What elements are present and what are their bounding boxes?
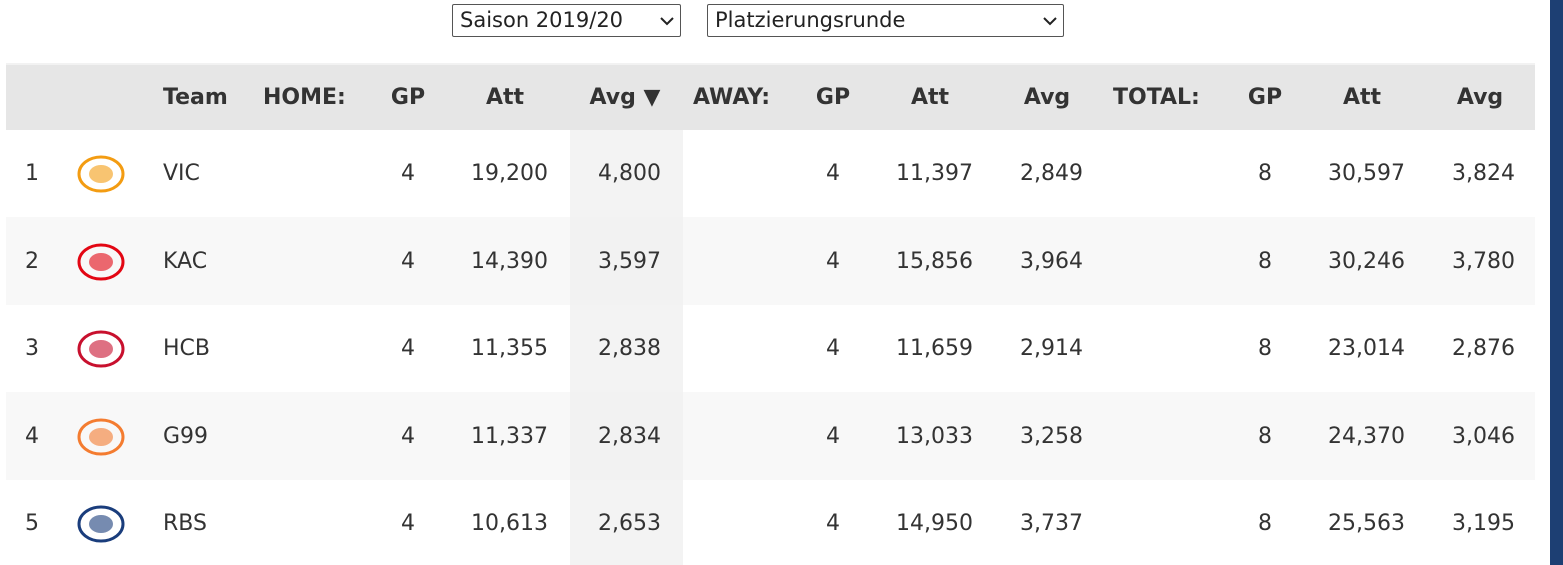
sorted-column xyxy=(570,130,683,565)
table-cell: 4 xyxy=(401,248,415,274)
team-logo xyxy=(77,243,125,280)
team-name: KAC xyxy=(163,248,208,274)
column-header: Att xyxy=(1342,85,1382,110)
table-cell: 14,390 xyxy=(471,248,548,274)
table-cell: 3,046 xyxy=(1452,423,1515,449)
table-cell: 4 xyxy=(826,423,840,449)
table-cell: 4 xyxy=(401,336,415,361)
row-stripe xyxy=(6,392,1535,480)
team-logo xyxy=(77,418,125,455)
table-cell: 2,838 xyxy=(598,336,661,361)
column-header: HOME: xyxy=(263,85,346,110)
column-header: Avg xyxy=(1456,85,1504,110)
table-cell: 23,014 xyxy=(1328,336,1405,361)
rank: 4 xyxy=(25,423,39,449)
team-name: HCB xyxy=(163,336,210,361)
table-cell: 8 xyxy=(1258,248,1272,274)
round-select[interactable]: Platzierungsrunde xyxy=(707,4,1064,37)
column-header: Avg xyxy=(1023,85,1071,110)
column-header: Att xyxy=(910,85,950,110)
table-cell: 3,195 xyxy=(1452,511,1515,536)
table-cell: 4 xyxy=(401,423,415,449)
table-cell: 4 xyxy=(401,161,415,186)
table-cell: 3,824 xyxy=(1452,161,1515,186)
table-cell: 4 xyxy=(826,248,840,274)
table-cell: 3,597 xyxy=(598,248,661,274)
table-cell: 3,737 xyxy=(1020,511,1083,536)
table-cell: 4 xyxy=(826,161,840,186)
column-header: Team xyxy=(163,85,228,110)
table-top-border xyxy=(6,63,1535,65)
team-logo xyxy=(77,505,125,543)
rank: 5 xyxy=(25,511,39,536)
column-header: GP xyxy=(815,85,851,110)
team-name: G99 xyxy=(163,423,209,449)
table-cell: 13,033 xyxy=(896,423,973,449)
table-cell: 11,355 xyxy=(471,336,548,361)
table-cell: 30,597 xyxy=(1328,161,1405,186)
table-cell: 24,370 xyxy=(1328,423,1405,449)
team-name: RBS xyxy=(163,511,207,536)
table-cell: 2,834 xyxy=(598,423,661,449)
rank: 3 xyxy=(25,336,39,361)
table-cell: 3,258 xyxy=(1020,423,1083,449)
table-header xyxy=(6,65,1535,130)
column-header: AWAY: xyxy=(693,85,771,110)
scrollbar-edge xyxy=(1550,0,1563,565)
table-cell: 14,950 xyxy=(896,511,973,536)
table-cell: 8 xyxy=(1258,423,1272,449)
team-logo xyxy=(77,330,125,368)
team-logo xyxy=(77,155,125,193)
season-select-text: Saison 2019/20 xyxy=(460,8,624,32)
table-cell: 11,397 xyxy=(896,161,973,186)
table-cell: 15,856 xyxy=(896,248,973,274)
table-cell: 2,914 xyxy=(1020,336,1083,361)
chevron xyxy=(1043,17,1057,26)
team-name: VIC xyxy=(163,161,200,186)
rank: 2 xyxy=(25,248,39,274)
table-cell: 4,800 xyxy=(598,161,661,186)
column-header: GP xyxy=(390,85,426,110)
table-cell: 4 xyxy=(401,511,415,536)
table-cell: 10,613 xyxy=(471,511,548,536)
column-header: Avg ▼ xyxy=(589,85,661,110)
table-cell: 4 xyxy=(826,336,840,361)
table-cell: 11,659 xyxy=(896,336,973,361)
column-header: Att xyxy=(485,85,525,110)
column-header: GP xyxy=(1247,85,1283,110)
round-select-text: Platzierungsrunde xyxy=(715,8,906,32)
column-header: TOTAL: xyxy=(1113,85,1200,110)
chevron xyxy=(660,17,674,26)
table-cell: 2,849 xyxy=(1020,161,1083,186)
table-cell: 8 xyxy=(1258,161,1272,186)
rank: 1 xyxy=(25,161,39,186)
table-cell: 3,780 xyxy=(1452,248,1515,274)
table-cell: 11,337 xyxy=(471,423,548,449)
table-cell: 8 xyxy=(1258,511,1272,536)
table-cell: 2,876 xyxy=(1452,336,1515,361)
row-stripe xyxy=(6,217,1535,305)
table-cell: 25,563 xyxy=(1328,511,1405,536)
table-cell: 30,246 xyxy=(1328,248,1405,274)
table-cell: 19,200 xyxy=(471,161,548,186)
table-cell: 3,964 xyxy=(1020,248,1083,274)
season-select[interactable]: Saison 2019/20 xyxy=(452,4,681,37)
table-cell: 8 xyxy=(1258,336,1272,361)
table-cell: 2,653 xyxy=(598,511,661,536)
table-cell: 4 xyxy=(826,511,840,536)
